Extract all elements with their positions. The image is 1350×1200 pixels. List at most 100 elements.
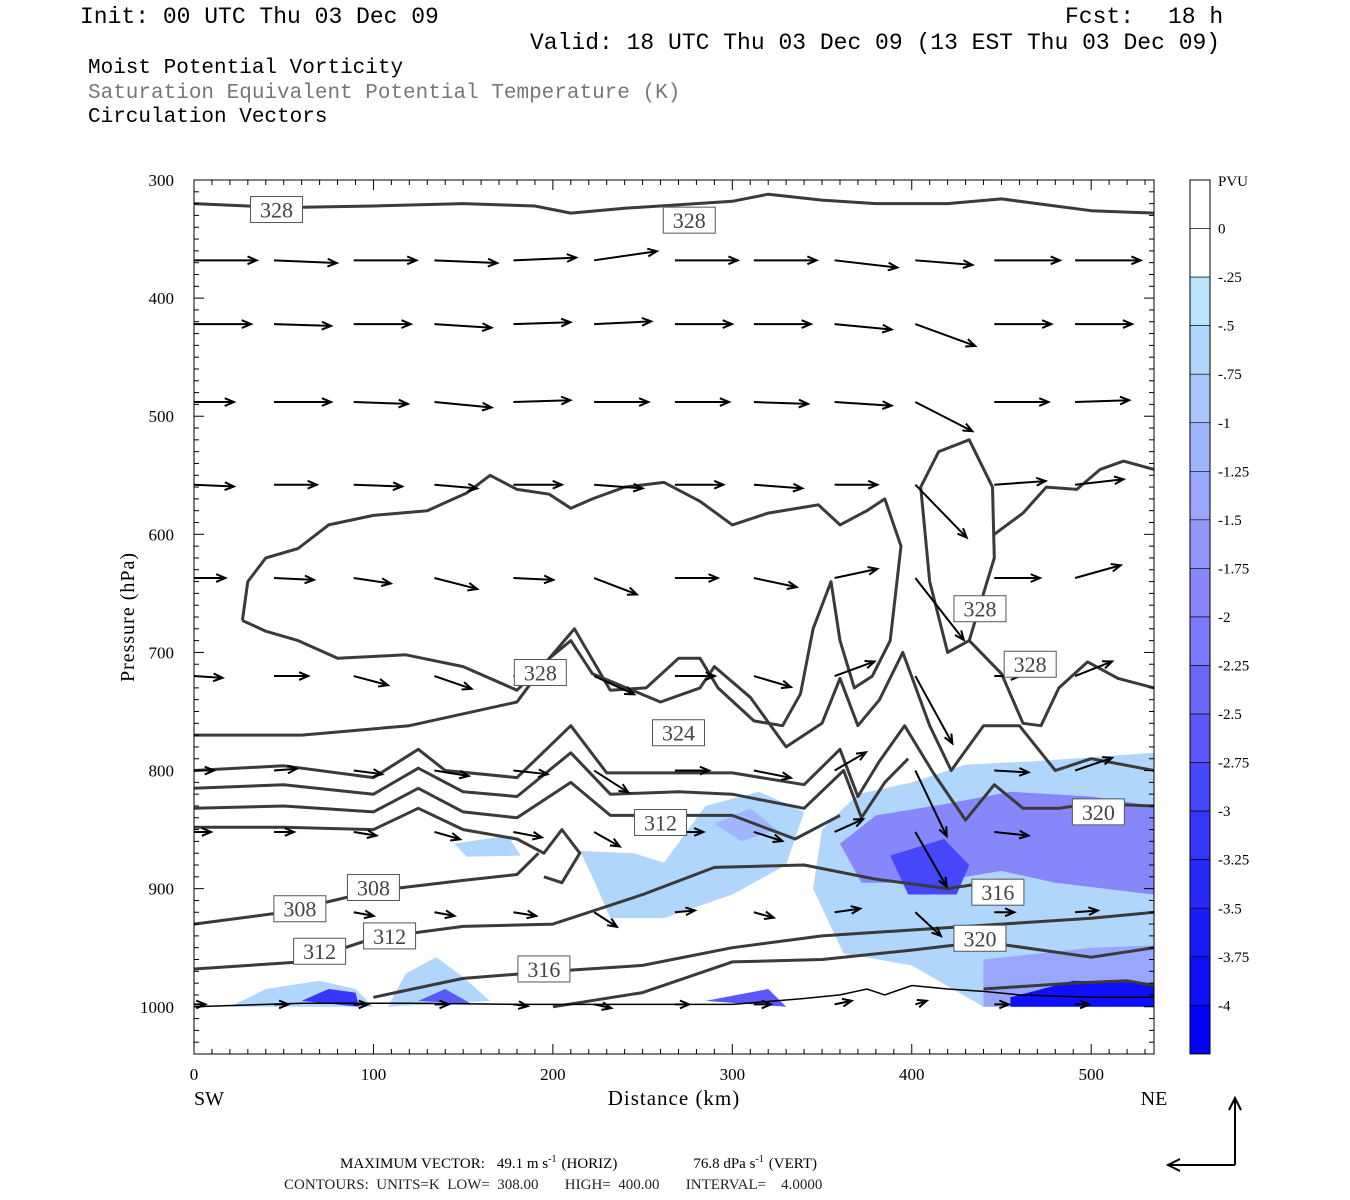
contour-label-box [971, 878, 1025, 906]
circulation-vector [513, 253, 579, 263]
colorbar-label: -4 [1218, 998, 1231, 1014]
colorbar-label: 0 [1218, 222, 1226, 238]
circulation-vector [513, 395, 573, 406]
circulation-vector [353, 255, 419, 266]
circulation-vector [994, 767, 1032, 777]
circulation-vector [434, 830, 463, 842]
colorbar-swatch [1189, 373, 1211, 424]
x-axis-label: Distance (km) [608, 1086, 741, 1110]
contour-label: 328 [524, 661, 557, 686]
circulation-vector [593, 577, 640, 596]
circulation-vector [834, 659, 877, 677]
circulation-vector [274, 671, 311, 681]
circulation-vector [915, 259, 975, 269]
contour-label-box [293, 937, 347, 965]
theta-e-contour-320 [552, 940, 1154, 1009]
circulation-vector [1074, 906, 1101, 916]
colorbar-label: -1.25 [1218, 464, 1249, 480]
colorbar-swatch [1189, 519, 1211, 569]
circulation-vector [594, 316, 654, 327]
circulation-vector [593, 675, 637, 696]
circulation-vector [353, 909, 377, 920]
colorbar-swatch [1189, 665, 1211, 715]
theta-e-contour-328 [993, 459, 1154, 536]
contour-label-box [1071, 798, 1125, 826]
theta-e-contour-320 [194, 724, 1154, 822]
contour-label-box [346, 873, 400, 901]
theta-e-contour-316 [194, 751, 910, 820]
colorbar-swatch [1189, 179, 1211, 229]
circulation-vector [513, 768, 551, 779]
vert-exponent: -1 [755, 1154, 764, 1165]
circulation-vector [353, 768, 385, 778]
circulation-vector [1074, 756, 1115, 772]
x-tick-label: 500 [1078, 1065, 1104, 1084]
colorbar-label: -.75 [1218, 367, 1242, 383]
contour-label-box [363, 922, 417, 950]
pv-shade-region [387, 957, 491, 1007]
circulation-vector [674, 999, 692, 1010]
contour-label: 316 [527, 957, 560, 982]
circulation-vector [674, 479, 726, 490]
circulation-vector [434, 999, 452, 1010]
circulation-vector [273, 764, 300, 775]
circulation-vector [513, 909, 539, 920]
contour-label-box [513, 659, 567, 687]
circulation-vector [753, 255, 820, 266]
circulation-vector [273, 574, 317, 585]
init-time: Init: 00 UTC Thu 03 Dec 09 [80, 4, 439, 30]
circulation-vector [914, 577, 966, 643]
pv-shade-region [579, 791, 805, 919]
max-vector-line: MAXIMUM VECTOR: 49.1 m s-1 (HORIZ) 76.8 dPa… [340, 1154, 817, 1173]
circulation-vector [274, 999, 291, 1010]
circulation-vector [915, 998, 930, 1009]
circulation-vector [274, 479, 320, 490]
circulation-vector [594, 397, 651, 407]
contour-label-box [273, 895, 327, 923]
circulation-vector [594, 482, 646, 493]
colorbar-swatch [1189, 616, 1211, 666]
colorbar-swatch [1189, 325, 1211, 375]
circulation-vector [593, 1001, 614, 1011]
circulation-vector [674, 573, 721, 583]
contour-label: 308 [283, 897, 316, 922]
circulation-vector [593, 911, 620, 929]
colorbar-label: -1 [1218, 416, 1231, 432]
y-tick-label: 800 [149, 762, 175, 781]
colorbar-label: -2.25 [1218, 659, 1249, 675]
x-right-label: NE [1141, 1088, 1168, 1110]
circulation-vector [434, 577, 480, 592]
colorbar-swatch [1189, 907, 1211, 958]
circulation-vector [1074, 660, 1115, 677]
colorbar-swatch [1189, 762, 1211, 812]
field-title-mpv: Moist Potential Vorticity [88, 57, 404, 80]
colorbar-swatch [1189, 956, 1211, 1006]
max-horiz-value: 49.1 m s [496, 1156, 549, 1172]
circulation-vector [274, 397, 334, 407]
colorbar-swatch [1189, 568, 1211, 618]
y-tick-label: 900 [149, 880, 175, 899]
circulation-vector [434, 401, 495, 412]
circulation-vector [674, 319, 735, 329]
field-title-theta-e: Saturation Equivalent Potential Temperat… [88, 82, 681, 105]
reference-vector-vertical [1228, 1095, 1242, 1165]
circulation-vector [674, 255, 741, 266]
y-tick-label: 300 [149, 171, 175, 190]
valid-time: Valid: 18 UTC Thu 03 Dec 09 (13 EST Thu … [530, 30, 1221, 56]
forecast-label: Fcst: [1065, 4, 1135, 30]
contour-label: 312 [373, 924, 406, 949]
circulation-vector [353, 829, 380, 839]
y-tick-label: 600 [149, 525, 175, 544]
circulation-vector [753, 577, 800, 591]
circulation-vector [194, 827, 214, 837]
circulation-vector [1075, 395, 1132, 406]
theta-e-contour-328 [194, 192, 1154, 215]
circulation-vector [594, 247, 660, 262]
contour-label: 316 [981, 880, 1014, 905]
circulation-vector [834, 479, 880, 490]
y-axis-label: Pressure (hPa) [117, 552, 139, 682]
circulation-vector [593, 769, 631, 794]
colorbar-swatch [1189, 810, 1211, 861]
colorbar-label: -2 [1218, 610, 1231, 626]
circulation-vector [915, 323, 978, 348]
